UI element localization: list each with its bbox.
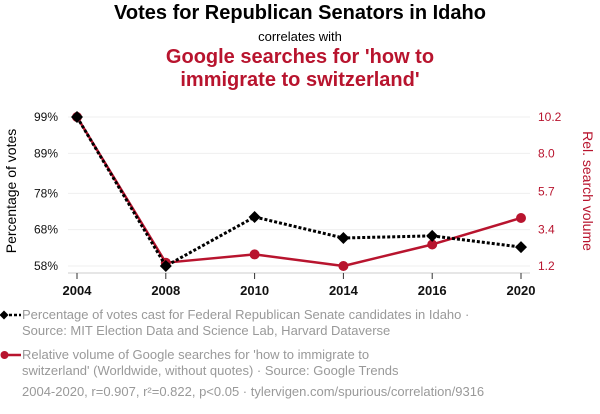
- left-tick-label: 68%: [34, 223, 58, 237]
- x-tick-label: 2016: [418, 283, 447, 298]
- data-point-votes: [337, 232, 350, 245]
- x-axis-ticks: 2004 2008 2010 2014 2016 2020: [63, 273, 536, 298]
- data-point-votes: [426, 229, 439, 242]
- x-tick-label: 2004: [63, 283, 93, 298]
- x-tick-label: 2014: [329, 283, 359, 298]
- chart-title: Votes for Republican Senators in Idaho: [114, 2, 486, 24]
- x-tick-label: 2008: [151, 283, 180, 298]
- data-point-searches: [338, 261, 349, 271]
- right-tick-label: 10.2: [538, 110, 562, 124]
- legend-marker-votes-icon: [0, 310, 21, 320]
- data-point-votes: [248, 210, 261, 223]
- chart-subtitle: correlates with: [258, 29, 342, 44]
- data-point-searches: [427, 239, 438, 250]
- series-searches: [72, 112, 526, 271]
- right-tick-label: 1.2: [538, 259, 555, 273]
- right-axis-title: Rel. search volume: [580, 131, 596, 251]
- right-tick-label: 5.7: [538, 185, 555, 199]
- footer-stats: 2004-2020, r=0.907, r²=0.822, p<0.05 · t…: [22, 384, 485, 399]
- left-axis-title: Percentage of votes: [3, 129, 19, 254]
- legend-searches-line1: Relative volume of Google searches for '…: [22, 347, 370, 362]
- legend-votes-line2: Source: MIT Election Data and Science La…: [22, 323, 391, 338]
- series-searches-line: [75, 116, 522, 268]
- legend-votes-line1: Percentage of votes cast for Federal Rep…: [22, 307, 470, 322]
- right-axis-ticks: 10.2 8.0 5.7 3.4 1.2: [538, 110, 562, 273]
- right-tick-label: 8.0: [538, 146, 555, 160]
- series-group: [71, 111, 527, 272]
- left-tick-label: 58%: [34, 259, 58, 273]
- legend-item-votes: Percentage of votes cast for Federal Rep…: [0, 307, 582, 339]
- legend-item-searches: Relative volume of Google searches for '…: [0, 347, 582, 379]
- legend-searches-line2: switzerland' (Worldwide, without quotes)…: [22, 363, 399, 378]
- right-tick-label: 3.4: [538, 223, 555, 237]
- data-point-votes: [159, 260, 172, 272]
- x-tick-label: 2020: [507, 283, 536, 298]
- chart-title-secondary-line1: Google searches for 'how to: [165, 46, 435, 68]
- x-tick-label: 2010: [240, 283, 269, 298]
- series-votes-line: [75, 116, 522, 268]
- series-votes: [71, 111, 527, 272]
- chart-title-secondary-line2: immigrate to switzerland': [180, 69, 420, 91]
- left-tick-label: 78%: [34, 186, 58, 200]
- left-tick-label: 89%: [34, 146, 58, 160]
- chart-title-secondary: Google searches for 'how to immigrate to…: [100, 46, 500, 92]
- legend-marker-searches-icon: [0, 351, 21, 359]
- data-point-votes: [71, 111, 83, 123]
- data-point-searches: [249, 249, 260, 260]
- left-tick-label: 99%: [34, 110, 58, 124]
- line-chart: 2004 2008 2010 2014 2016 2020 99% 89% 78% 68% 58%…: [3, 110, 596, 298]
- data-point-votes: [515, 241, 527, 254]
- data-point-searches: [516, 212, 526, 223]
- left-axis-ticks: 99% 89% 78% 68% 58%: [34, 110, 58, 273]
- gridlines: [68, 116, 530, 267]
